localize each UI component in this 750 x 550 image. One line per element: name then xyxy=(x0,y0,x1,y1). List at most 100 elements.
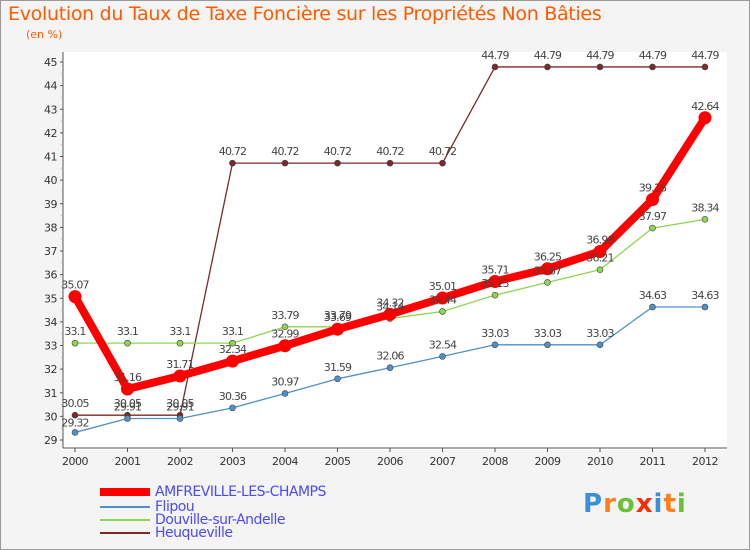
data-point xyxy=(71,429,79,436)
data-label: 35.07 xyxy=(61,279,89,292)
data-point xyxy=(439,159,446,167)
data-point xyxy=(124,339,131,347)
data-point xyxy=(593,244,607,258)
y-tick-label: 35 xyxy=(44,292,57,305)
y-axis-unit: (en %) xyxy=(26,28,63,41)
data-label: 29.91 xyxy=(166,401,194,414)
data-point xyxy=(596,63,604,71)
data-label: 40.72 xyxy=(429,145,457,158)
data-label: 33.1 xyxy=(64,325,85,338)
data-point xyxy=(386,364,394,372)
data-point xyxy=(544,341,551,349)
x-tick-label: 2012 xyxy=(692,455,718,468)
data-label: 35.13 xyxy=(481,277,509,290)
x-tick-label: 2004 xyxy=(272,455,298,468)
legend-label: Flipou xyxy=(155,499,195,515)
data-point xyxy=(649,303,656,311)
data-label: 34.44 xyxy=(429,293,457,306)
y-tick-label: 36 xyxy=(44,269,57,282)
data-point xyxy=(439,308,446,315)
y-tick-label: 30 xyxy=(44,410,57,423)
data-label: 33.79 xyxy=(271,309,299,322)
data-label: 38.34 xyxy=(691,201,719,214)
data-point xyxy=(176,339,184,347)
legend-label: AMFREVILLE-LES-CHAMPS xyxy=(155,484,326,500)
data-point xyxy=(173,369,187,383)
data-label: 44.79 xyxy=(481,49,509,62)
data-point xyxy=(596,341,604,349)
data-point xyxy=(281,323,289,331)
data-point xyxy=(596,266,604,273)
data-label: 35.67 xyxy=(534,264,562,277)
data-label: 33.03 xyxy=(534,327,562,340)
data-label: 31.16 xyxy=(114,371,142,384)
data-point xyxy=(541,262,554,276)
x-tick-label: 2007 xyxy=(430,455,456,468)
data-point xyxy=(701,63,709,71)
data-point xyxy=(436,291,449,305)
legend-swatch xyxy=(100,532,150,534)
data-point xyxy=(278,339,292,353)
legend-swatch xyxy=(100,488,150,496)
x-tick-label: 2009 xyxy=(535,455,561,468)
data-point xyxy=(386,159,394,167)
y-tick-label: 42 xyxy=(44,127,57,140)
data-point xyxy=(701,216,709,223)
legend-swatch xyxy=(100,519,150,521)
data-label: 29.91 xyxy=(114,401,142,414)
data-point xyxy=(229,339,236,347)
data-label: 36.25 xyxy=(534,251,562,264)
data-point xyxy=(649,63,656,71)
data-label: 30.97 xyxy=(271,375,299,388)
data-point xyxy=(281,390,289,397)
data-label: 44.79 xyxy=(691,49,719,62)
y-tick-label: 33 xyxy=(44,340,57,353)
x-tick-label: 2006 xyxy=(377,455,403,468)
y-tick-label: 29 xyxy=(44,434,57,447)
data-label: 32.34 xyxy=(219,343,247,356)
data-label: 33.03 xyxy=(586,327,614,340)
data-point xyxy=(176,415,184,422)
logo-letter: r xyxy=(603,489,617,519)
data-point xyxy=(649,224,656,232)
x-tick-label: 2000 xyxy=(62,455,88,468)
data-label: 33.03 xyxy=(481,327,509,340)
data-label: 44.79 xyxy=(639,49,667,62)
data-point xyxy=(491,63,499,71)
y-tick-label: 39 xyxy=(44,198,57,211)
data-point xyxy=(229,404,236,412)
data-label: 32.06 xyxy=(376,350,404,363)
legend-label: Heuqueville xyxy=(155,525,233,541)
data-point xyxy=(334,159,341,167)
data-point xyxy=(229,159,236,167)
logo-letter: t xyxy=(663,489,677,519)
data-point xyxy=(491,291,499,299)
data-label: 42.64 xyxy=(691,100,719,113)
data-label: 35.71 xyxy=(481,263,509,276)
data-label: 31.59 xyxy=(324,361,352,374)
data-point xyxy=(488,274,502,288)
x-tick-label: 2001 xyxy=(115,455,141,468)
chart-title: Evolution du Taux de Taxe Foncière sur l… xyxy=(8,3,602,25)
data-label: 33.1 xyxy=(169,325,190,338)
data-label: 32.99 xyxy=(271,328,299,341)
data-point xyxy=(439,353,446,360)
data-label: 34.32 xyxy=(376,296,404,309)
logo-letter: o xyxy=(616,489,636,519)
x-tick-label: 2011 xyxy=(640,455,666,468)
logo-letter: i xyxy=(676,489,687,519)
y-tick-label: 32 xyxy=(44,363,57,376)
data-point xyxy=(68,290,82,304)
data-label: 33.1 xyxy=(222,325,243,338)
data-label: 36.98 xyxy=(586,233,614,246)
legend-swatch xyxy=(100,506,150,508)
proxiti-logo: Proxiti xyxy=(583,489,687,519)
logo-letter: i xyxy=(653,489,664,519)
data-point xyxy=(544,279,551,286)
data-label: 39.18 xyxy=(639,181,667,194)
data-label: 40.72 xyxy=(271,145,299,158)
data-label: 40.72 xyxy=(219,145,247,158)
y-tick-label: 34 xyxy=(44,316,57,329)
data-point xyxy=(383,307,397,321)
